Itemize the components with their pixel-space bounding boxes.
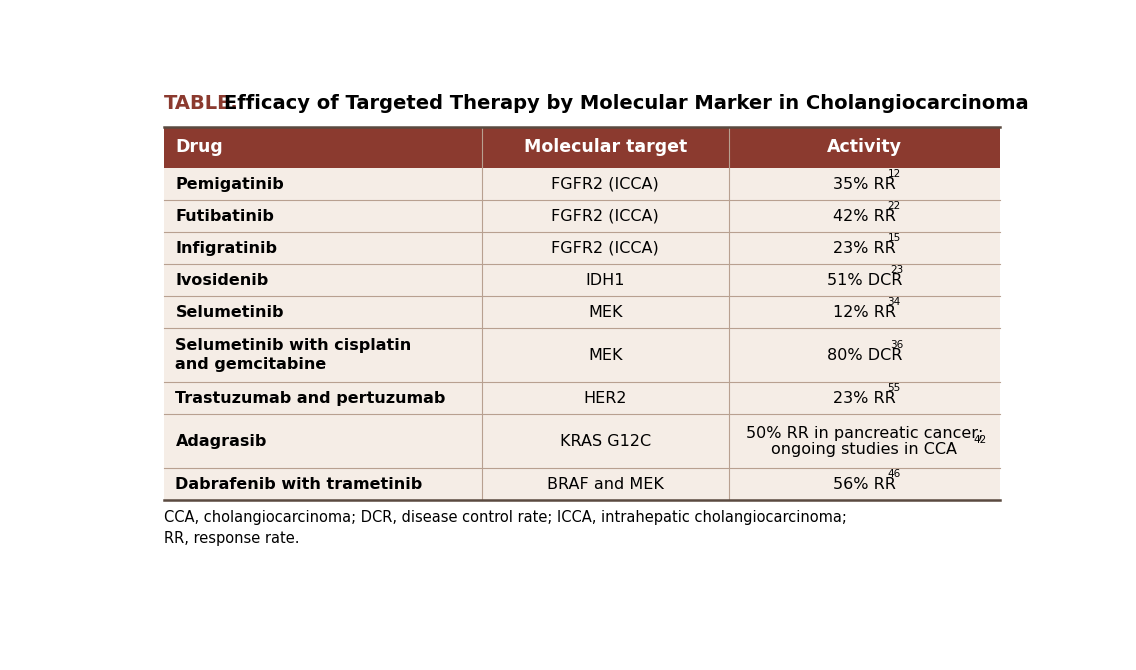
Bar: [164, 296, 1001, 328]
Text: TABLE.: TABLE.: [164, 94, 239, 113]
Text: IDH1: IDH1: [585, 273, 625, 287]
Text: 12: 12: [887, 169, 901, 179]
Bar: [164, 127, 1001, 168]
Text: FGFR2 (ICCA): FGFR2 (ICCA): [551, 177, 659, 192]
Bar: [164, 264, 1001, 296]
Bar: [164, 328, 1001, 382]
Text: FGFR2 (ICCA): FGFR2 (ICCA): [551, 208, 659, 224]
Text: Adagrasib: Adagrasib: [175, 433, 267, 449]
Text: CCA, cholangiocarcinoma; DCR, disease control rate; ICCA, intrahepatic cholangio: CCA, cholangiocarcinoma; DCR, disease co…: [164, 510, 846, 545]
Text: MEK: MEK: [588, 348, 623, 362]
Text: 22: 22: [887, 201, 901, 211]
Bar: [164, 232, 1001, 264]
Text: 23% RR: 23% RR: [833, 391, 896, 406]
Text: BRAF and MEK: BRAF and MEK: [546, 477, 663, 492]
Text: MEK: MEK: [588, 305, 623, 320]
Text: 51% DCR: 51% DCR: [827, 273, 902, 287]
Text: 42: 42: [974, 435, 987, 445]
Bar: [164, 168, 1001, 200]
Text: Ivosidenib: Ivosidenib: [175, 273, 269, 287]
Text: 36: 36: [891, 340, 904, 350]
Text: Activity: Activity: [827, 139, 902, 157]
Text: 55: 55: [887, 383, 901, 393]
Text: 23% RR: 23% RR: [833, 241, 896, 255]
Text: 34: 34: [887, 297, 901, 307]
Text: Efficacy of Targeted Therapy by Molecular Marker in Cholangiocarcinoma: Efficacy of Targeted Therapy by Molecula…: [224, 94, 1028, 113]
Text: Futibatinib: Futibatinib: [175, 208, 274, 224]
Text: Dabrafenib with trametinib: Dabrafenib with trametinib: [175, 477, 423, 492]
Text: KRAS G12C: KRAS G12C: [560, 433, 651, 449]
Text: 12% RR: 12% RR: [833, 305, 896, 320]
Text: Molecular target: Molecular target: [524, 139, 687, 157]
Text: 15: 15: [887, 232, 901, 243]
Text: HER2: HER2: [584, 391, 627, 406]
Text: Selumetinib: Selumetinib: [175, 305, 284, 320]
Text: 35% RR: 35% RR: [833, 177, 896, 192]
Text: ongoing studies in CCA: ongoing studies in CCA: [771, 442, 958, 456]
Text: 23: 23: [891, 265, 904, 275]
Bar: [164, 468, 1001, 500]
Text: 80% DCR: 80% DCR: [827, 348, 902, 362]
Text: FGFR2 (ICCA): FGFR2 (ICCA): [551, 241, 659, 255]
Text: Trastuzumab and pertuzumab: Trastuzumab and pertuzumab: [175, 391, 445, 406]
Text: Drug: Drug: [175, 139, 223, 157]
Bar: [164, 414, 1001, 468]
Text: Infigratinib: Infigratinib: [175, 241, 277, 255]
Text: 42% RR: 42% RR: [833, 208, 896, 224]
Text: Pemigatinib: Pemigatinib: [175, 177, 284, 192]
Text: Selumetinib with cisplatin
and gemcitabine: Selumetinib with cisplatin and gemcitabi…: [175, 338, 411, 373]
Text: 56% RR: 56% RR: [833, 477, 896, 492]
Bar: [164, 382, 1001, 414]
Text: 50% RR in pancreatic cancer;: 50% RR in pancreatic cancer;: [746, 426, 983, 441]
Text: 46: 46: [887, 469, 901, 479]
Bar: [164, 200, 1001, 232]
